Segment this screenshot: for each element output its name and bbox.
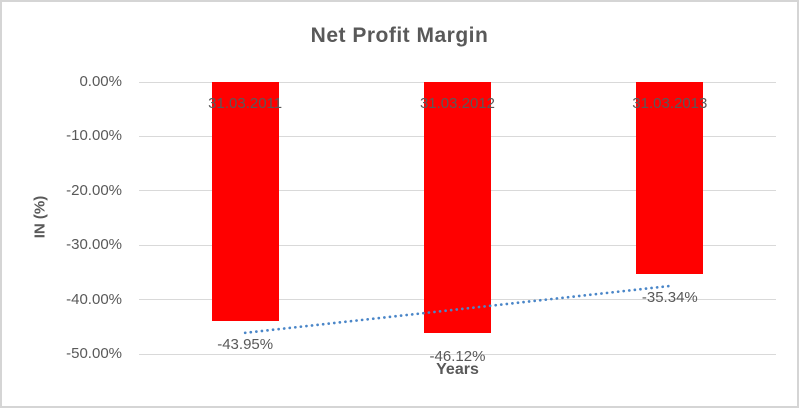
bar-31.03.2012 — [424, 82, 491, 333]
data-label-1: -46.12% — [429, 347, 486, 365]
y-axis-title: IN (%) — [31, 195, 49, 239]
plot-area: 31.03.2011 31.03.2012 31.03.2013 -43.95% -4… — [139, 81, 776, 365]
y-tick-label-2: -20.00% — [66, 181, 122, 199]
chart-title: Net Profit Margin — [310, 24, 489, 47]
bar-31.03.2013 — [636, 82, 704, 275]
category-label-2: 31.03.2013 — [632, 95, 708, 112]
y-tick-label-4: -40.00% — [66, 290, 122, 308]
data-label-2: -35.34% — [641, 289, 698, 307]
y-tick-label-3: -30.00% — [66, 236, 122, 254]
data-label-0: -43.95% — [217, 336, 274, 354]
y-tick-label-0: 0.00% — [79, 73, 122, 90]
category-label-0: 31.03.2011 — [208, 95, 283, 112]
category-label-1: 31.03.2012 — [419, 95, 496, 112]
gridline-5 — [139, 353, 776, 355]
trendline — [243, 284, 672, 335]
y-tick-label-1: -10.00% — [66, 127, 122, 145]
trendline-path — [243, 284, 672, 335]
y-tick-label-5: -50.00% — [66, 345, 122, 362]
x-axis-title: Years — [436, 361, 479, 378]
bar-31.03.2011 — [211, 82, 279, 322]
